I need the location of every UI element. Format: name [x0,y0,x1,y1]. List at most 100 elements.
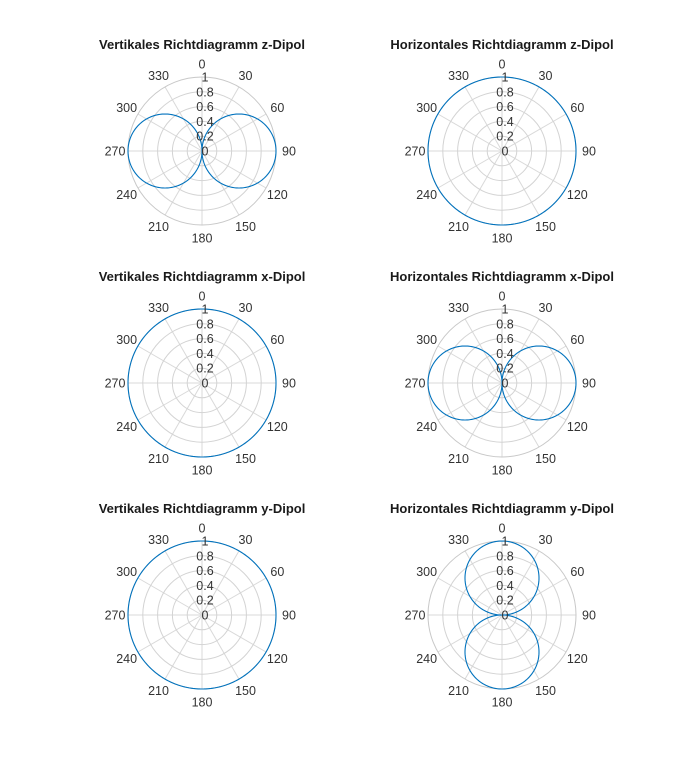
theta-tick-label: 120 [567,420,588,434]
theta-tick-label: 270 [405,145,426,159]
theta-tick-label: 0 [199,58,206,72]
polar-panel-1: Vertikales Richtdiagramm z-Dipol00.20.40… [99,37,305,246]
theta-tick-label: 240 [116,188,137,202]
theta-gridline [464,150,503,216]
theta-tick-label: 90 [582,609,596,623]
r-tick-label: 0.8 [196,317,213,331]
theta-gridline [201,345,267,384]
theta-tick-label: 90 [582,145,596,159]
theta-tick-label: 240 [116,652,137,666]
theta-gridline [501,345,567,384]
r-tick-label: 0.8 [196,549,213,563]
theta-tick-label: 270 [105,377,126,391]
theta-gridline [137,345,203,384]
theta-tick-label: 120 [267,652,288,666]
pattern-trace [427,76,577,226]
r-gridline [471,352,533,414]
pattern-trace [127,540,277,690]
theta-gridline [201,577,267,616]
r-tick-label: 1 [502,303,509,317]
theta-gridline [464,550,503,616]
theta-gridline [201,318,240,384]
theta-gridline [501,614,540,680]
r-tick-label: 0.2 [196,362,213,376]
theta-tick-label: 60 [270,333,284,347]
r-tick-label: 1 [202,71,209,85]
theta-tick-label: 120 [267,188,288,202]
theta-tick-label: 330 [148,533,169,547]
theta-tick-label: 30 [539,69,553,83]
theta-gridline [201,382,240,448]
pattern-trace [127,308,277,458]
theta-tick-label: 120 [567,652,588,666]
theta-gridline [501,150,540,216]
r-gridline [171,584,233,646]
r-gridline [471,584,533,646]
theta-gridline [164,550,203,616]
theta-tick-label: 330 [148,69,169,83]
r-gridline [171,352,233,414]
r-tick-label: 0 [502,377,509,391]
theta-gridline [501,86,540,152]
theta-tick-label: 30 [239,533,253,547]
theta-tick-label: 180 [492,232,513,246]
theta-gridline [137,614,203,653]
theta-tick-label: 300 [416,333,437,347]
theta-tick-label: 0 [499,290,506,304]
theta-gridline [464,614,503,680]
r-tick-label: 0.2 [196,594,213,608]
theta-tick-label: 240 [116,420,137,434]
r-gridline [486,599,518,631]
theta-tick-label: 300 [416,101,437,115]
theta-gridline [137,382,203,421]
r-tick-label: 0.4 [196,579,213,593]
theta-gridline [437,382,503,421]
theta-tick-label: 150 [535,452,556,466]
theta-gridline [137,150,203,189]
panel-title: Horizontales Richtdiagramm y-Dipol [390,501,614,516]
pattern-trace [427,345,577,421]
r-tick-label: 0 [202,145,209,159]
r-tick-label: 1 [502,535,509,549]
theta-gridline [437,150,503,189]
theta-gridline [437,113,503,152]
r-tick-label: 0.4 [196,347,213,361]
r-tick-label: 0.4 [496,347,513,361]
r-gridline [457,570,547,660]
theta-tick-label: 180 [192,696,213,710]
r-gridline [157,570,247,660]
theta-tick-label: 300 [116,565,137,579]
theta-gridline [437,345,503,384]
r-tick-label: 0.2 [496,594,513,608]
r-tick-label: 0 [502,609,509,623]
theta-gridline [201,150,267,189]
theta-tick-label: 150 [235,220,256,234]
theta-tick-label: 0 [499,522,506,536]
r-tick-label: 0.2 [496,130,513,144]
theta-tick-label: 210 [148,684,169,698]
r-tick-label: 0.6 [196,332,213,346]
r-tick-label: 0.6 [196,100,213,114]
theta-tick-label: 60 [570,101,584,115]
theta-gridline [501,150,567,189]
theta-tick-label: 210 [148,220,169,234]
r-tick-label: 1 [202,535,209,549]
theta-gridline [201,614,240,680]
theta-tick-label: 0 [199,522,206,536]
r-gridline [442,91,562,211]
theta-gridline [501,550,540,616]
panel-title: Horizontales Richtdiagramm z-Dipol [390,37,613,52]
theta-tick-label: 90 [282,609,296,623]
r-tick-label: 0.2 [496,362,513,376]
theta-tick-label: 300 [416,565,437,579]
theta-gridline [501,113,567,152]
theta-tick-label: 180 [492,696,513,710]
r-tick-label: 0.8 [496,317,513,331]
theta-tick-label: 180 [192,232,213,246]
theta-tick-label: 60 [270,565,284,579]
polar-panel-4: Horizontales Richtdiagramm x-Dipol00.20.… [390,269,614,478]
r-tick-label: 0.8 [496,85,513,99]
r-tick-label: 0.4 [196,115,213,129]
r-gridline [457,338,547,428]
theta-tick-label: 330 [448,533,469,547]
